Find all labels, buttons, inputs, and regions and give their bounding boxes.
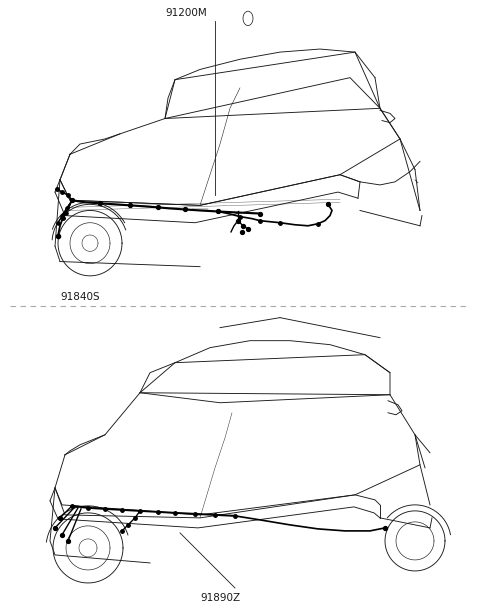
Text: 91200M: 91200M (165, 9, 207, 18)
Text: 91840S: 91840S (60, 292, 100, 302)
Text: 91890Z: 91890Z (200, 593, 240, 603)
